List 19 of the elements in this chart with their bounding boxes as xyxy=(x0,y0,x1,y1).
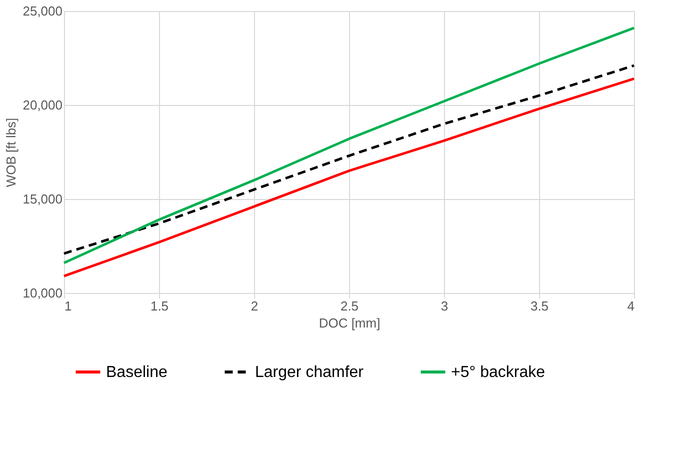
y-axis-title: WOB [ft lbs] xyxy=(4,118,19,188)
x-tick-label: 2 xyxy=(250,298,258,314)
x-tick-label: 3.5 xyxy=(530,298,549,314)
line-series xyxy=(62,77,636,278)
x-axis-title: DOC [mm] xyxy=(318,316,380,330)
y-tick-label: 15,000 xyxy=(22,192,62,206)
y-tick-label: 25,000 xyxy=(22,4,62,18)
line-series xyxy=(62,26,636,264)
x-tick-label: 2.5 xyxy=(340,298,359,314)
x-tick-label: 4 xyxy=(627,298,634,314)
x-tick-label: 1 xyxy=(64,298,72,314)
y-tick-label: 20,000 xyxy=(22,98,62,112)
y-tick-label: 10,000 xyxy=(22,286,62,300)
legend-label: Larger chamfer xyxy=(255,364,364,381)
x-tick-label: 1.5 xyxy=(150,298,169,314)
x-tick-label: 3 xyxy=(440,298,448,314)
legend-label: Baseline xyxy=(106,364,168,381)
legend-label: +5° backrake xyxy=(451,364,546,381)
line-series xyxy=(62,64,636,255)
